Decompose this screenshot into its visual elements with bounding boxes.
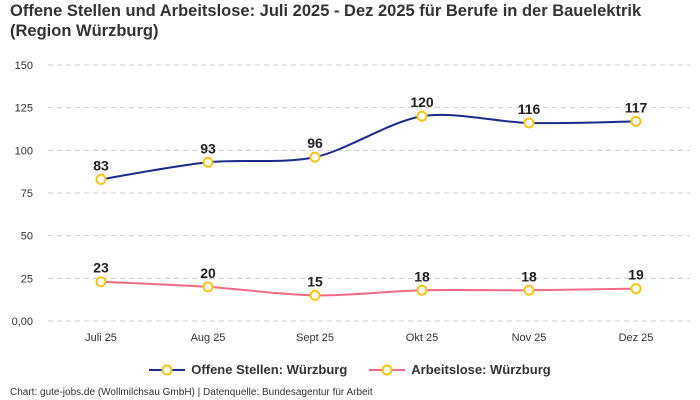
data-point: [630, 115, 642, 127]
data-point: [202, 156, 214, 168]
data-point: [309, 289, 321, 301]
legend-marker-icon: [149, 364, 186, 375]
data-label: 120: [410, 94, 434, 110]
legend-label: Arbeitslose: Würzburg: [411, 362, 551, 377]
data-label: 18: [521, 268, 537, 284]
data-label: 83: [93, 157, 109, 173]
data-point: [523, 284, 535, 296]
y-tick-label: 75: [21, 188, 33, 200]
chart-title: Offene Stellen und Arbeitslose: Juli 202…: [10, 2, 642, 40]
data-label: 23: [93, 260, 109, 276]
legend: Offene Stellen: Würzburg Arbeitslose: Wü…: [0, 362, 700, 377]
data-point: [95, 173, 107, 185]
data-point: [523, 117, 535, 129]
data-label: 19: [628, 267, 644, 283]
data-label: 20: [200, 265, 216, 281]
y-tick-label: 50: [21, 231, 33, 243]
y-tick-label: 100: [15, 145, 33, 157]
data-label: 18: [414, 268, 430, 284]
y-tick-label: 0,00: [12, 316, 33, 328]
data-point: [630, 283, 642, 295]
data-point: [202, 281, 214, 293]
data-point: [309, 151, 321, 163]
x-tick-label: Aug 25: [191, 332, 226, 344]
series-line-0: [100, 113, 637, 181]
legend-label: Offene Stellen: Würzburg: [191, 362, 348, 377]
legend-marker-icon: [369, 364, 406, 375]
data-point: [416, 110, 428, 122]
x-tick-label: Nov 25: [512, 332, 547, 344]
data-label: 117: [625, 99, 648, 115]
data-label: 116: [518, 101, 541, 117]
source-footer: Chart: gute-jobs.de (Wollmilchsau GmbH) …: [10, 387, 373, 398]
data-label: 96: [307, 135, 323, 151]
x-tick-label: Sept 25: [296, 332, 334, 344]
y-tick-label: 125: [15, 103, 33, 115]
y-tick-label: 150: [15, 60, 33, 72]
data-label: 15: [307, 273, 323, 289]
x-tick-label: Dez 25: [619, 332, 654, 344]
legend-item-arbeitslose[interactable]: Arbeitslose: Würzburg: [369, 362, 551, 377]
data-label: 93: [200, 140, 216, 156]
legend-item-offene-stellen[interactable]: Offene Stellen: Würzburg: [149, 362, 347, 377]
y-tick-label: 25: [21, 273, 33, 285]
data-point: [95, 276, 107, 288]
data-point: [416, 284, 428, 296]
series-line-1: [100, 280, 637, 297]
x-tick-label: Juli 25: [85, 332, 117, 344]
x-tick-label: Okt 25: [406, 332, 438, 344]
